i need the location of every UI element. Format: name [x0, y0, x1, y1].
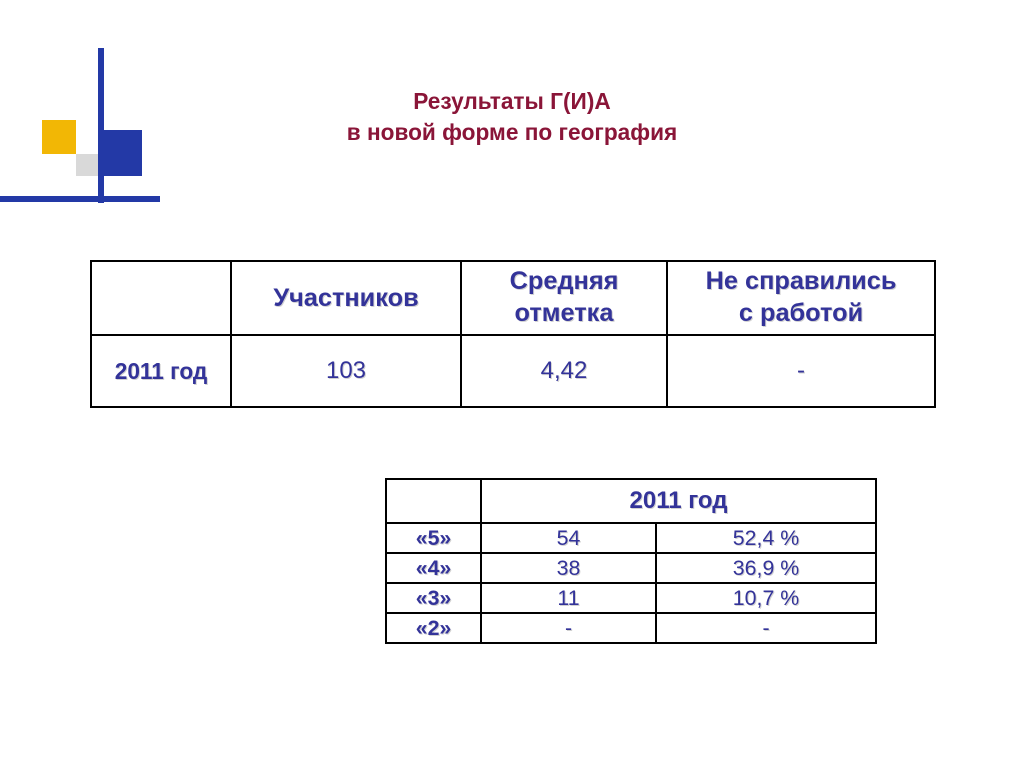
deco-bar-horizontal	[0, 196, 160, 202]
summary-row-avg: 4,42	[461, 335, 667, 407]
grades-table: 2011 год «5» 54 52,4 % «4» 38	[385, 478, 875, 644]
summary-header-failed-l1: Не справились	[706, 266, 897, 298]
slide-title: Результаты Г(И)А в новой форме по геогра…	[0, 86, 1024, 147]
summary-header-failed-l2: с работой	[739, 298, 863, 330]
grades-row-2-pct: -	[656, 613, 876, 643]
summary-row-participants: 103	[231, 335, 461, 407]
grades-row-4-label: «4»	[386, 553, 481, 583]
grades-row-3-pct: 10,7 %	[656, 583, 876, 613]
grades-row-3-grade: «3»	[387, 586, 480, 611]
grades-row-5-count: 54	[481, 523, 656, 553]
summary-header-avg-l2: отметка	[515, 298, 614, 330]
grades-row-4-grade: «4»	[387, 556, 480, 581]
grades-row-2-label: «2»	[386, 613, 481, 643]
grades-row-2-pct-val: -	[657, 616, 875, 641]
summary-table: Участников Средняя отметка Не справились…	[90, 260, 934, 408]
grades-row-3-count-val: 11	[482, 586, 655, 611]
deco-square-gray	[76, 154, 98, 176]
grades-header-year-label: 2011 год	[482, 487, 875, 515]
grades-row-4-pct-val: 36,9 %	[657, 556, 875, 581]
summary-header-participants-label: Участников	[232, 284, 460, 313]
grades-row-5-count-val: 54	[482, 526, 655, 551]
grades-row-5-label: «5»	[386, 523, 481, 553]
slide-title-line1: Результаты Г(И)А	[0, 86, 1024, 117]
grades-row-4-count: 38	[481, 553, 656, 583]
summary-header-empty	[91, 261, 231, 335]
summary-row-avg-value: 4,42	[462, 357, 666, 385]
grades-row-5-pct-val: 52,4 %	[657, 526, 875, 551]
grades-row-4-pct: 36,9 %	[656, 553, 876, 583]
grades-row-2-count: -	[481, 613, 656, 643]
grades-row-2-count-val: -	[482, 616, 655, 641]
grades-row-3-pct-val: 10,7 %	[657, 586, 875, 611]
grades-row-3-label: «3»	[386, 583, 481, 613]
grades-row-3-count: 11	[481, 583, 656, 613]
grades-header-year: 2011 год	[481, 479, 876, 523]
grades-row-5-pct: 52,4 %	[656, 523, 876, 553]
summary-header-failed: Не справились с работой	[667, 261, 935, 335]
summary-row-failed-value: -	[668, 357, 934, 385]
slide-title-line2: в новой форме по география	[0, 117, 1024, 148]
summary-header-avg: Средняя отметка	[461, 261, 667, 335]
summary-row-participants-value: 103	[232, 357, 460, 385]
summary-header-avg-l1: Средняя	[510, 266, 619, 298]
summary-header-participants: Участников	[231, 261, 461, 335]
grades-row-5-grade: «5»	[387, 526, 480, 551]
grades-header-empty	[386, 479, 481, 523]
grades-row-4-count-val: 38	[482, 556, 655, 581]
grades-row-2-grade: «2»	[387, 616, 480, 641]
summary-row-year-label: 2011 год	[92, 358, 230, 385]
summary-row-year: 2011 год	[91, 335, 231, 407]
summary-row-failed: -	[667, 335, 935, 407]
